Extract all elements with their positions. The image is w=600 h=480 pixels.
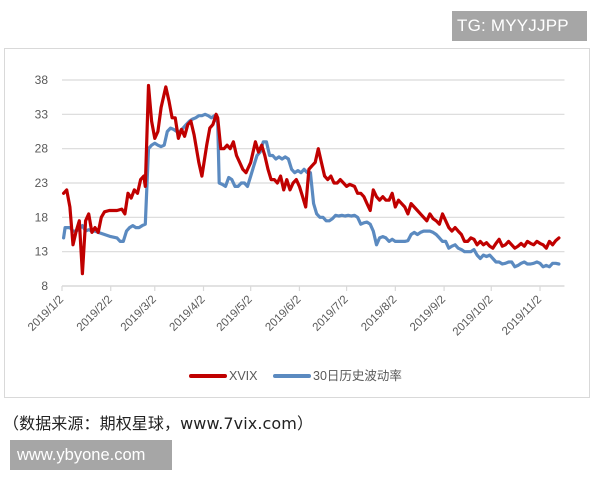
x-tick-label: 2019/9/2 xyxy=(408,294,448,334)
x-tick-label: 2019/8/2 xyxy=(359,294,399,334)
x-axis xyxy=(61,285,565,291)
watermark-bottom: www.ybyone.com xyxy=(10,440,172,470)
x-tick-label: 2019/5/2 xyxy=(215,294,255,334)
series-xvix-line xyxy=(61,83,561,276)
y-tick-label: 33 xyxy=(35,107,49,121)
chart-frame: 38 33 28 23 18 13 8 2019/1/2 2019/2/2 2019/3/2 20… xyxy=(4,48,590,398)
y-axis-labels: 38 33 28 23 18 13 8 xyxy=(35,73,49,293)
series-hv30-line xyxy=(61,112,561,269)
legend: XVIX 30日历史波动率 xyxy=(189,368,402,383)
x-tick-label: 2019/1/2 xyxy=(26,294,66,334)
y-tick-label: 18 xyxy=(35,210,49,224)
x-tick-label: 2019/2/2 xyxy=(75,294,115,334)
y-tick-label: 38 xyxy=(35,73,49,87)
x-tick-label: 2019/4/2 xyxy=(167,294,207,334)
source-note: （数据来源：期权星球，www.7vix.com） xyxy=(3,414,314,433)
x-tick-label: 2019/3/2 xyxy=(119,294,159,334)
watermark-top: TG: MYYJJPP xyxy=(452,11,587,41)
x-tick-label: 2019/6/2 xyxy=(263,294,303,334)
x-tick-label: 2019/10/2 xyxy=(451,294,496,339)
y-tick-label: 28 xyxy=(35,142,49,156)
legend-hv30-label: 30日历史波动率 xyxy=(313,368,402,383)
y-tick-label: 13 xyxy=(35,245,49,259)
x-axis-labels: 2019/1/2 2019/2/2 2019/3/2 2019/4/2 2019/5/2… xyxy=(26,294,544,339)
y-tick-label: 8 xyxy=(41,279,48,293)
series-lines xyxy=(61,83,561,276)
x-tick-label: 2019/7/2 xyxy=(311,294,351,334)
y-tick-label: 23 xyxy=(35,176,49,190)
legend-xvix-label: XVIX xyxy=(229,369,258,383)
x-tick-label: 2019/11/2 xyxy=(500,294,544,338)
